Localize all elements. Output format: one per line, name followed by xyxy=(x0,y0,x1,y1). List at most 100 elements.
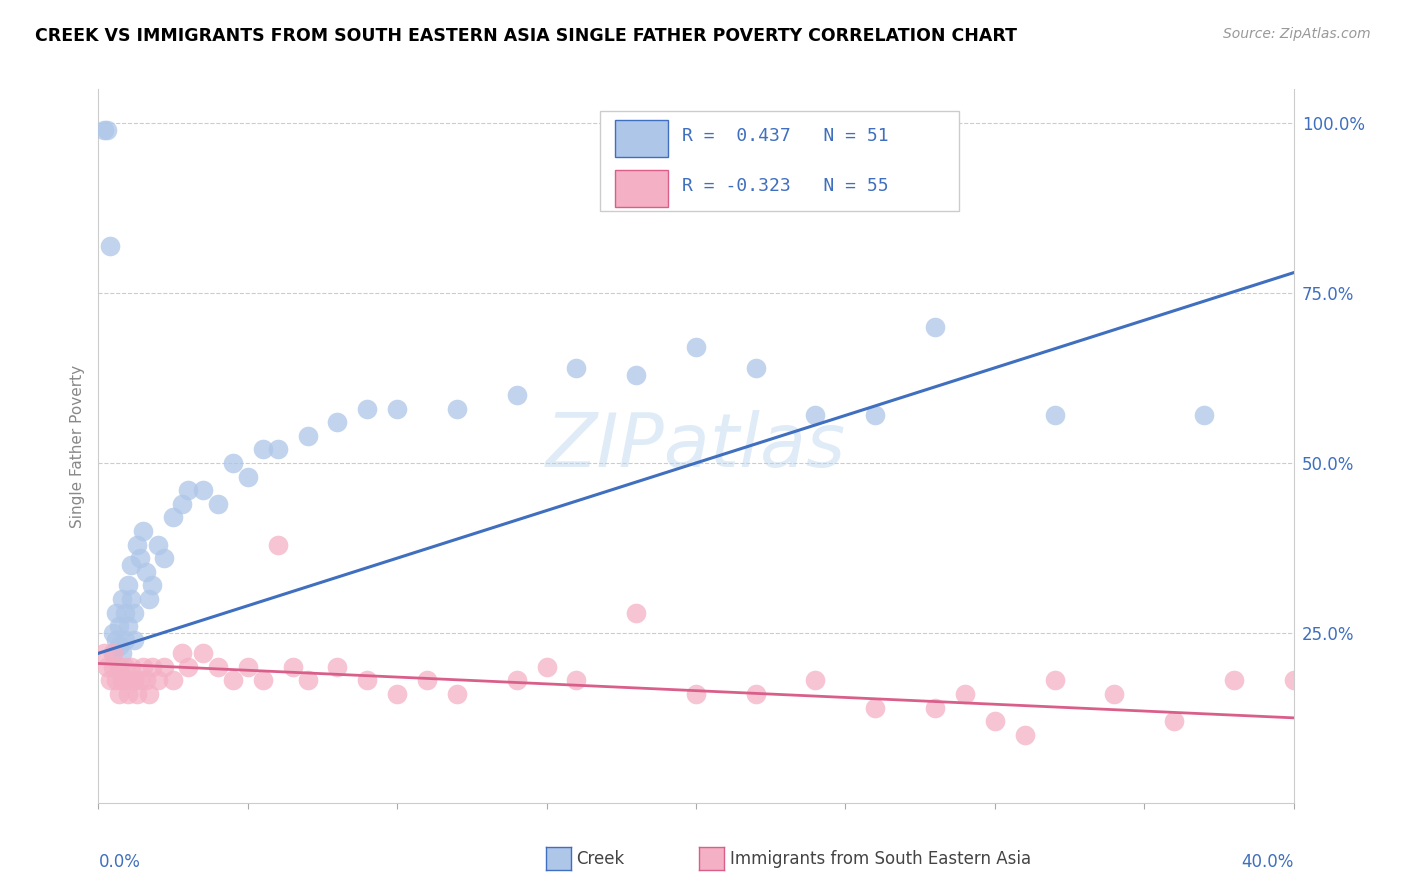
Point xyxy=(120,558,142,572)
Point xyxy=(172,497,194,511)
Point xyxy=(207,660,229,674)
Point xyxy=(506,388,529,402)
Y-axis label: Single Father Poverty: Single Father Poverty xyxy=(70,365,86,527)
Point xyxy=(103,646,125,660)
FancyBboxPatch shape xyxy=(614,120,668,157)
Point xyxy=(1104,687,1126,701)
Point xyxy=(153,551,176,566)
Point xyxy=(111,591,134,606)
Point xyxy=(114,606,136,620)
Point xyxy=(117,619,139,633)
Point xyxy=(135,565,157,579)
Point xyxy=(626,606,648,620)
Text: R = -0.323   N = 55: R = -0.323 N = 55 xyxy=(682,177,889,194)
Point xyxy=(114,632,136,647)
Point xyxy=(100,673,122,688)
Point xyxy=(865,409,887,423)
Point xyxy=(267,442,290,457)
Point xyxy=(191,483,214,498)
Point xyxy=(162,673,184,688)
Point xyxy=(385,401,409,416)
Text: CREEK VS IMMIGRANTS FROM SOUTH EASTERN ASIA SINGLE FATHER POVERTY CORRELATION CH: CREEK VS IMMIGRANTS FROM SOUTH EASTERN A… xyxy=(35,27,1017,45)
Point xyxy=(132,524,155,538)
Text: Creek: Creek xyxy=(576,850,624,868)
Text: R =  0.437   N = 51: R = 0.437 N = 51 xyxy=(682,127,889,145)
Point xyxy=(685,687,707,701)
Point xyxy=(124,632,146,647)
Point xyxy=(446,687,468,701)
Point xyxy=(103,660,125,674)
Point xyxy=(111,673,134,688)
Point xyxy=(207,497,229,511)
Point xyxy=(984,714,1007,729)
Point xyxy=(565,360,588,375)
Point xyxy=(117,687,139,701)
Point xyxy=(103,646,125,660)
Point xyxy=(135,673,157,688)
Point xyxy=(1282,673,1305,688)
Point xyxy=(105,606,128,620)
Point xyxy=(114,660,136,674)
Point xyxy=(129,673,152,688)
Point xyxy=(103,626,125,640)
Text: 40.0%: 40.0% xyxy=(1241,853,1294,871)
Point xyxy=(162,510,184,524)
Point xyxy=(745,360,768,375)
Point xyxy=(1192,409,1215,423)
Point xyxy=(132,660,155,674)
Point xyxy=(111,646,134,660)
Point xyxy=(105,632,128,647)
Point xyxy=(127,687,149,701)
Point xyxy=(124,606,146,620)
Text: 0.0%: 0.0% xyxy=(98,853,141,871)
Point xyxy=(1163,714,1185,729)
Point xyxy=(745,687,768,701)
Point xyxy=(297,673,319,688)
Point xyxy=(804,409,827,423)
Point xyxy=(326,415,349,429)
Point xyxy=(141,660,163,674)
Point xyxy=(105,673,128,688)
Point xyxy=(100,238,122,252)
Point xyxy=(96,123,118,137)
Point xyxy=(138,687,160,701)
Point xyxy=(108,660,131,674)
Point xyxy=(148,673,170,688)
Point xyxy=(252,673,274,688)
Point xyxy=(536,660,558,674)
Point xyxy=(222,456,245,470)
Point xyxy=(127,537,149,551)
Point xyxy=(124,673,146,688)
Point xyxy=(108,619,131,633)
Point xyxy=(385,687,409,701)
Point xyxy=(120,591,142,606)
Point xyxy=(148,537,170,551)
Point xyxy=(1014,728,1036,742)
Point xyxy=(177,483,200,498)
Point xyxy=(1043,673,1066,688)
Text: Source: ZipAtlas.com: Source: ZipAtlas.com xyxy=(1223,27,1371,41)
Text: Immigrants from South Eastern Asia: Immigrants from South Eastern Asia xyxy=(730,850,1031,868)
Point xyxy=(565,673,588,688)
Point xyxy=(1223,673,1246,688)
Point xyxy=(326,660,349,674)
Point xyxy=(1043,409,1066,423)
FancyBboxPatch shape xyxy=(600,111,959,211)
Point xyxy=(506,673,529,688)
Point xyxy=(117,578,139,592)
Point xyxy=(120,660,142,674)
Point xyxy=(172,646,194,660)
Point xyxy=(356,401,378,416)
Point xyxy=(93,123,115,137)
Point xyxy=(281,660,304,674)
Point xyxy=(117,673,139,688)
Point xyxy=(153,660,176,674)
Point xyxy=(924,700,946,714)
Point xyxy=(236,469,259,483)
Point xyxy=(108,640,131,654)
Point xyxy=(356,673,378,688)
Point xyxy=(191,646,214,660)
Point xyxy=(626,368,648,382)
Point xyxy=(108,687,131,701)
Point xyxy=(297,429,319,443)
